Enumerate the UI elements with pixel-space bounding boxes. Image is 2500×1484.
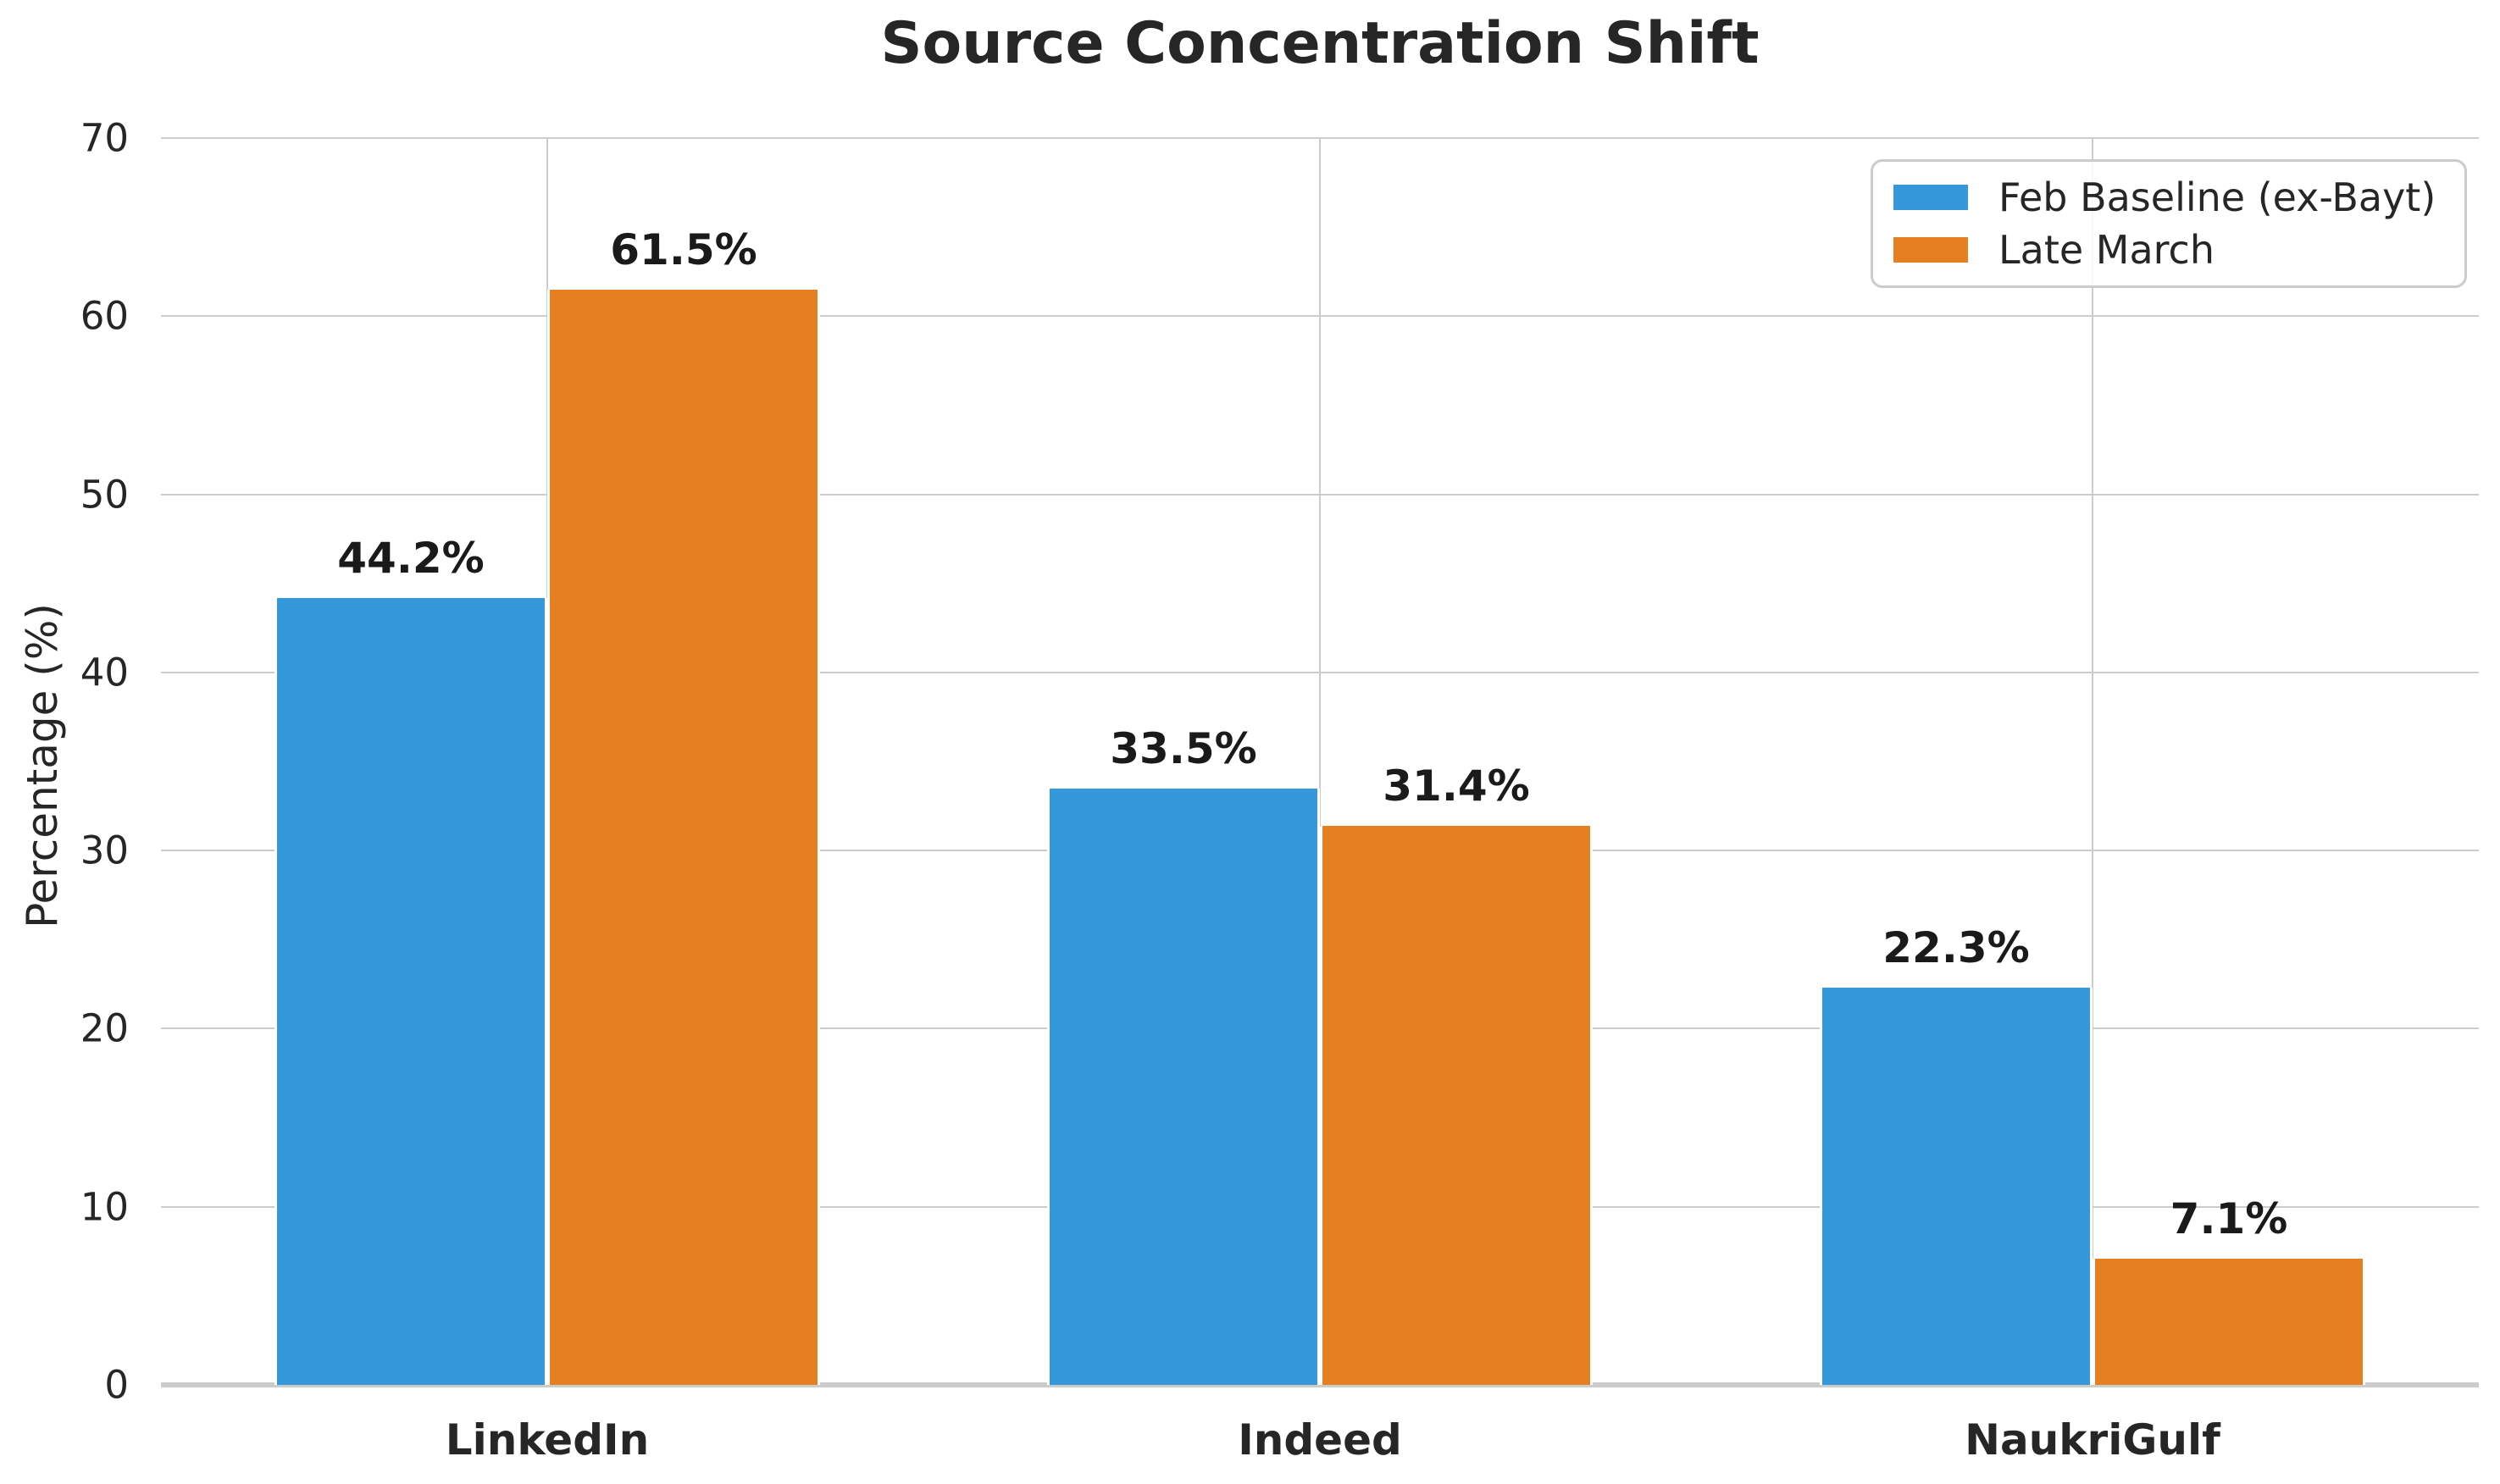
y-tick-label: 40 bbox=[80, 650, 129, 695]
y-tick-label: 70 bbox=[80, 115, 129, 161]
chart-title: Source Concentration Shift bbox=[880, 10, 1760, 77]
y-axis-tick-labels: 0 10 20 30 40 50 60 70 bbox=[0, 116, 129, 1408]
x-axis-tick-labels: LinkedIn Indeed NaukriGulf bbox=[161, 1385, 2479, 1484]
legend-item: Feb Baseline (ex-Bayt) bbox=[1893, 174, 2436, 220]
bar-late-march-naukrigulf bbox=[2093, 1258, 2365, 1385]
bar-late-march-indeed bbox=[1320, 825, 1593, 1385]
y-tick-label: 20 bbox=[80, 1005, 129, 1051]
x-tick-label-indeed: Indeed bbox=[1238, 1415, 1402, 1465]
bar-value-label: 31.4% bbox=[1383, 761, 1530, 811]
legend: Feb Baseline (ex-Bayt) Late March bbox=[1871, 159, 2468, 288]
bar-value-label: 7.1% bbox=[2170, 1193, 2288, 1243]
y-tick-label: 50 bbox=[80, 472, 129, 518]
legend-label: Feb Baseline (ex-Bayt) bbox=[1998, 174, 2436, 220]
bar-value-label: 33.5% bbox=[1110, 723, 1257, 773]
y-tick-label: 60 bbox=[80, 293, 129, 339]
legend-swatch bbox=[1893, 237, 1968, 263]
bar-value-label: 22.3% bbox=[1882, 923, 2030, 973]
x-tick-label-naukrigulf: NaukriGulf bbox=[1965, 1415, 2220, 1465]
legend-swatch bbox=[1893, 185, 1968, 210]
bar-value-label: 44.2% bbox=[337, 533, 485, 583]
gridline-vertical bbox=[1319, 138, 1321, 1385]
bar-feb-baseline-linkedin bbox=[274, 597, 547, 1385]
y-tick-label: 30 bbox=[80, 828, 129, 873]
x-tick-label-linkedin: LinkedIn bbox=[445, 1415, 650, 1465]
legend-label: Late March bbox=[1998, 227, 2215, 273]
plot-area: 44.2% 61.5% 33.5% 31.4% 22.3% 7.1% bbox=[161, 137, 2479, 1387]
y-tick-label: 0 bbox=[104, 1362, 129, 1408]
gridline-vertical bbox=[2092, 138, 2093, 1385]
bar-value-label: 61.5% bbox=[610, 224, 757, 274]
legend-item: Late March bbox=[1893, 227, 2436, 273]
x-axis-line bbox=[161, 1382, 2479, 1387]
bar-feb-baseline-naukrigulf bbox=[1820, 988, 2093, 1385]
bar-feb-baseline-indeed bbox=[1047, 788, 1320, 1385]
y-tick-label: 10 bbox=[80, 1184, 129, 1230]
bar-late-march-linkedin bbox=[547, 289, 820, 1385]
